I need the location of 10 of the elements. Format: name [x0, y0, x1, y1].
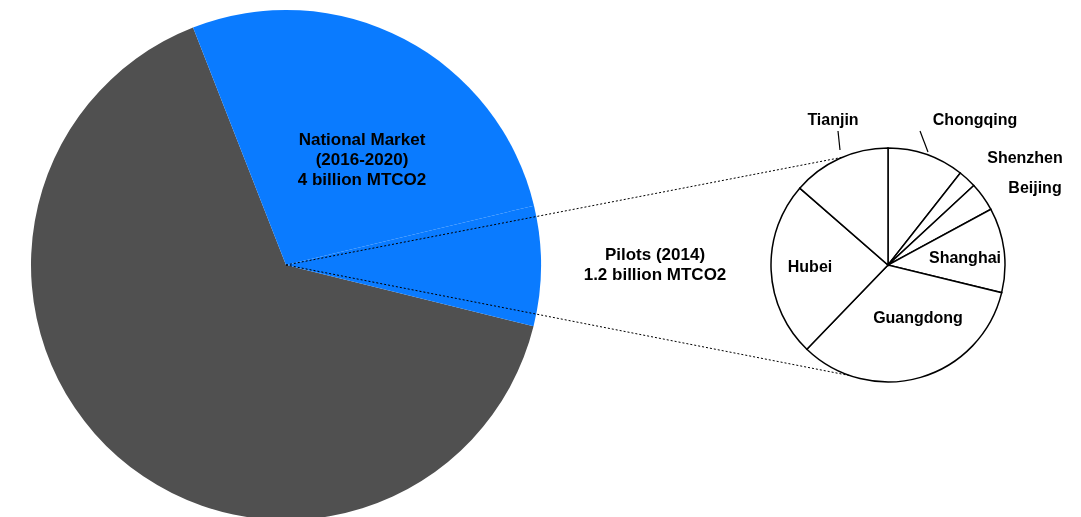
slice-label: Beijing: [1008, 179, 1062, 196]
slice-label: Pilots (2014) 1.2 billion MTCO2: [583, 245, 727, 284]
slice-label: Tianjin: [807, 111, 859, 128]
slice-label: Chongqing: [932, 111, 1018, 128]
slice-label: Guangdong: [873, 309, 963, 326]
slice-label: Shenzhen: [987, 149, 1063, 166]
slice-label: Shanghai: [928, 249, 1002, 266]
slice-label: National Market (2016-2020) 4 billion MTCO2: [297, 130, 427, 189]
pie-slice: [31, 27, 534, 517]
slice-label: Hubei: [787, 258, 833, 275]
